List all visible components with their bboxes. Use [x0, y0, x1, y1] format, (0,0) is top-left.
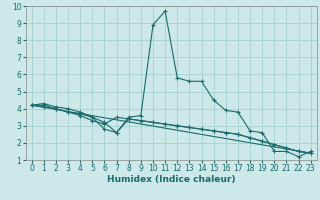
X-axis label: Humidex (Indice chaleur): Humidex (Indice chaleur): [107, 175, 236, 184]
